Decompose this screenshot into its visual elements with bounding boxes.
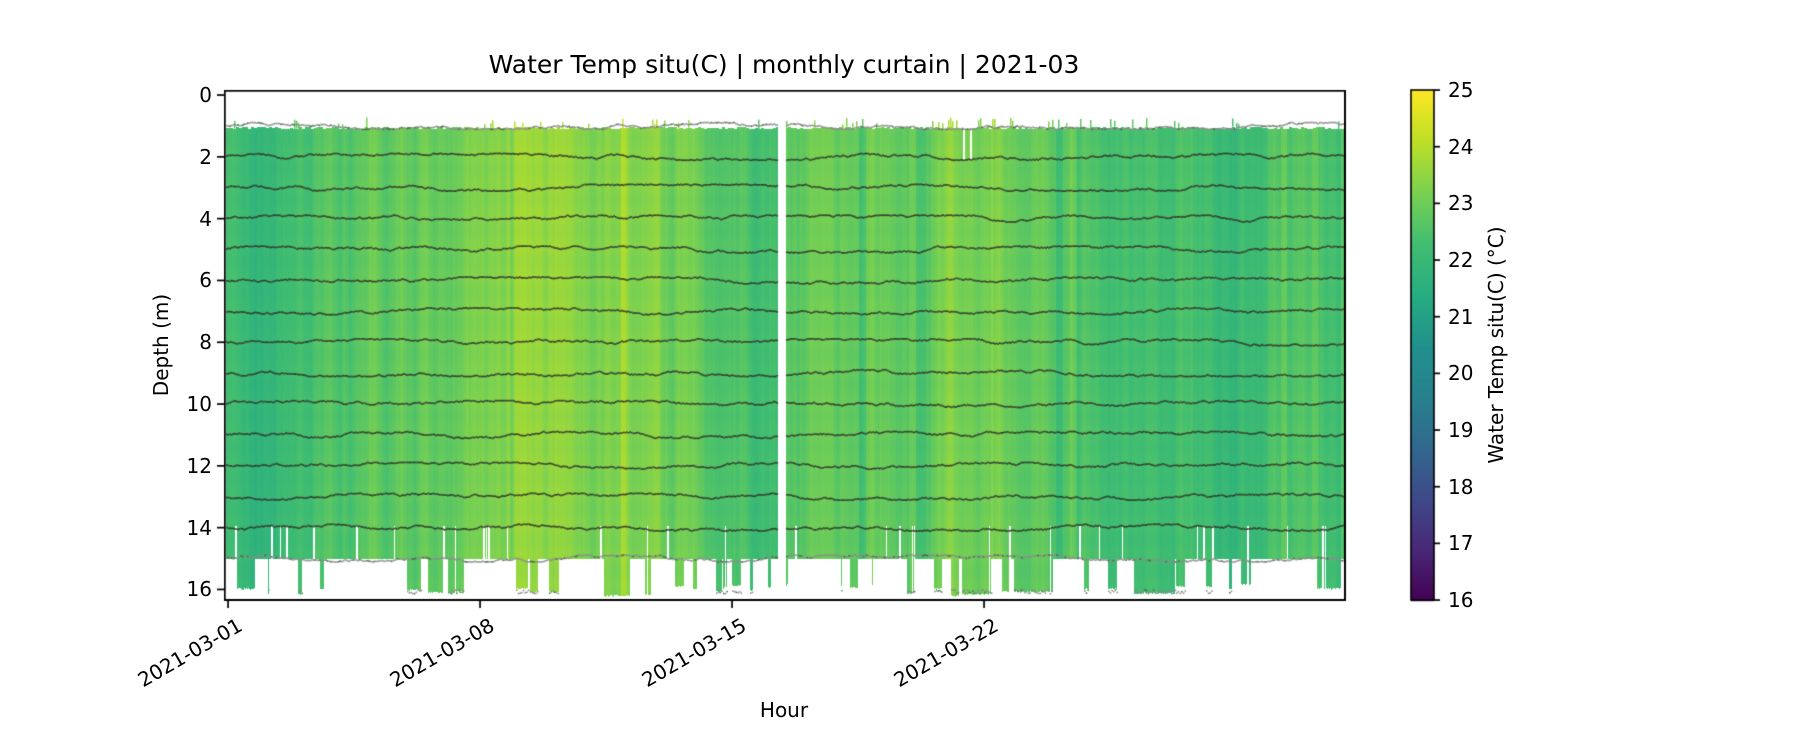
colorbar-tick-label: 23 [1448,191,1474,216]
y-tick-label: 10 [186,392,212,416]
colorbar-tick-label: 16 [1448,588,1474,612]
y-tick-label: 2 [199,144,212,169]
y-tick-label: 16 [186,577,212,602]
colorbar-tick-label: 18 [1448,474,1474,499]
y-tick-label: 12 [186,453,212,478]
colorbar-tick-label: 25 [1448,78,1474,102]
colorbar-label: Water Temp situ(C) (°C) [1484,226,1508,464]
y-tick-label: 14 [186,515,212,540]
y-axis-label: Depth (m) [149,293,173,397]
colorbar-tick-label: 24 [1448,134,1474,159]
colorbar-tick-label: 19 [1448,418,1474,442]
y-tick-label: 6 [199,268,212,293]
colorbar-tick-label: 20 [1448,361,1474,386]
y-tick-label: 0 [199,83,212,107]
colorbar-tick-label: 22 [1448,248,1474,272]
y-tick-label: 4 [199,206,212,231]
plot-title: Water Temp situ(C) | monthly curtain | 2… [488,50,1080,79]
x-axis-label: Hour [759,698,809,722]
y-tick-label: 8 [199,330,212,355]
colorbar-tick-label: 17 [1448,531,1474,556]
colorbar-tick-label: 21 [1448,304,1474,329]
